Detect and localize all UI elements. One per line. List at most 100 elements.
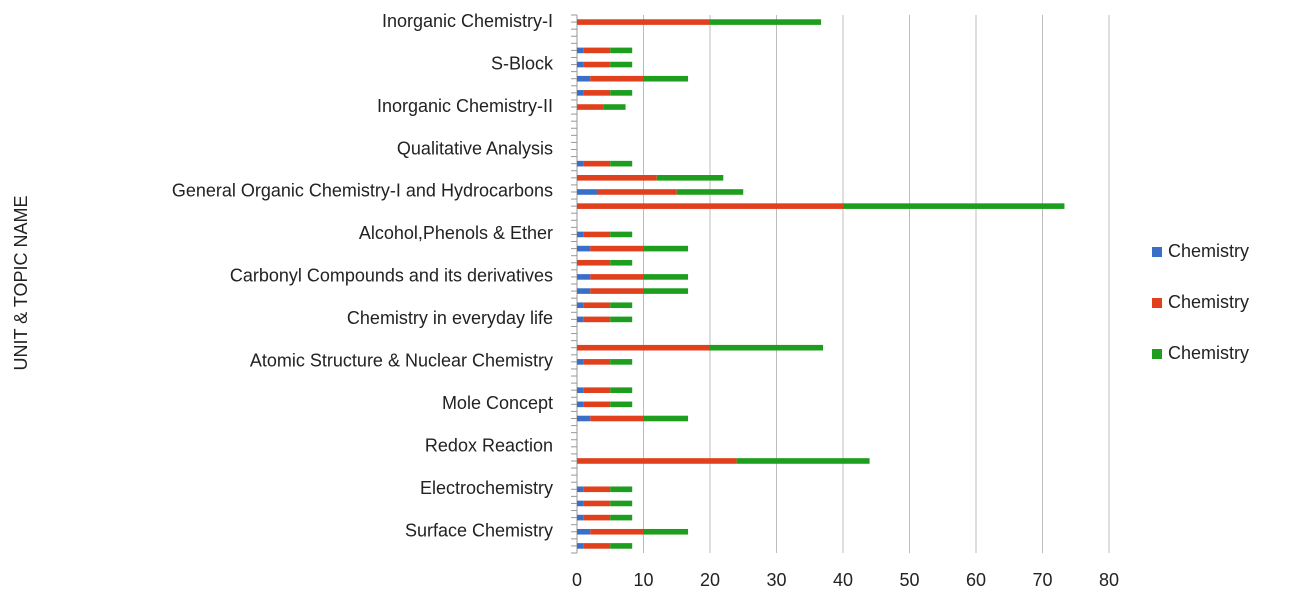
- bar-segment: [577, 316, 584, 323]
- x-tick-label: 40: [833, 570, 853, 590]
- bar-segment: [577, 401, 584, 408]
- bar-segment: [643, 75, 689, 82]
- y-tick-label: S-Block: [491, 53, 554, 73]
- bar-segment: [577, 288, 591, 294]
- y-tick-label: Atomic Structure & Nuclear Chemistry: [250, 351, 553, 371]
- bar-segment: [583, 514, 611, 521]
- bar-segment: [676, 189, 744, 195]
- bar-segment: [610, 359, 633, 365]
- bar-segment: [590, 528, 644, 535]
- bar-segment: [656, 175, 724, 181]
- bar-segment: [843, 203, 1065, 209]
- bar-segment: [577, 160, 584, 167]
- bar-segment: [610, 387, 633, 393]
- x-tick-label: 70: [1032, 570, 1052, 590]
- bar-segment: [577, 387, 584, 393]
- bar-segment: [710, 19, 822, 25]
- y-tick-label: Alcohol,Phenols & Ether: [359, 223, 553, 243]
- bar-segment: [583, 500, 611, 507]
- bar-segment: [583, 387, 611, 393]
- bar-segment: [577, 543, 584, 549]
- y-tick-label: Carbonyl Compounds and its derivatives: [230, 266, 553, 286]
- bar-segment: [590, 415, 644, 422]
- y-tick-label: Electrochemistry: [420, 478, 553, 498]
- bar-segment: [577, 175, 657, 181]
- x-tick-label: 60: [966, 570, 986, 590]
- y-tick-label: Redox Reaction: [425, 436, 553, 456]
- bar-segment: [577, 344, 710, 351]
- bar-segment: [577, 415, 591, 422]
- legend-label: Chemistry: [1168, 241, 1249, 261]
- bar-segment: [610, 316, 633, 323]
- bar-segment: [610, 302, 633, 309]
- y-axis-title: UNIT & TOPIC NAME: [11, 195, 31, 370]
- bar-segment: [610, 486, 633, 493]
- bar-segment: [590, 245, 644, 252]
- bar-segment: [590, 274, 644, 280]
- bar-segment: [643, 415, 689, 422]
- y-tick-label: Inorganic Chemistry-II: [377, 96, 553, 116]
- bar-segment: [577, 259, 611, 266]
- bar-segment: [577, 75, 591, 82]
- bar-segment: [610, 500, 633, 507]
- bar-segment: [596, 189, 677, 195]
- x-tick-label: 80: [1099, 570, 1119, 590]
- legend-label: Chemistry: [1168, 292, 1249, 312]
- bar-segment: [643, 274, 689, 280]
- y-tick-label: General Organic Chemistry-I and Hydrocar…: [172, 181, 553, 201]
- bar-segment: [610, 401, 633, 408]
- x-tick-label: 30: [766, 570, 786, 590]
- bar-segment: [577, 514, 584, 521]
- bar-segment: [583, 486, 611, 493]
- bar-segment: [577, 245, 591, 252]
- bar-segment: [643, 288, 689, 294]
- x-tick-label: 0: [572, 570, 582, 590]
- y-tick-label: Chemistry in everyday life: [347, 308, 553, 328]
- bar-segment: [590, 75, 644, 82]
- x-tick-label: 10: [633, 570, 653, 590]
- bar-segment: [577, 302, 584, 309]
- bar-segment: [583, 401, 611, 408]
- bar-segment: [577, 500, 584, 507]
- bar-segment: [710, 344, 824, 351]
- bar-segment: [577, 90, 584, 96]
- bar-segment: [583, 47, 611, 54]
- legend-swatch: [1152, 349, 1162, 359]
- bar-segment: [577, 359, 584, 365]
- bar-segment: [577, 104, 604, 110]
- bar-segment: [577, 274, 591, 280]
- bar-segment: [603, 104, 626, 110]
- bar-segment: [736, 458, 870, 464]
- bar-segment: [583, 61, 611, 68]
- bar-segment: [610, 61, 633, 68]
- y-tick-label: Qualitative Analysis: [397, 138, 553, 158]
- x-tick-label: 50: [899, 570, 919, 590]
- bar-segment: [577, 61, 584, 68]
- bar-segment: [610, 259, 633, 266]
- bar-segment: [577, 47, 584, 54]
- bar-segment: [610, 160, 633, 167]
- bar-segment: [583, 90, 611, 96]
- y-tick-label: Surface Chemistry: [405, 521, 553, 541]
- bar-segment: [610, 47, 633, 54]
- bar-segment: [583, 160, 611, 167]
- bar-segment: [577, 203, 843, 209]
- bar-segment: [610, 543, 633, 549]
- bar-segment: [583, 359, 611, 365]
- bar-segment: [643, 245, 689, 252]
- legend-swatch: [1152, 298, 1162, 308]
- bar-segment: [610, 514, 633, 521]
- bar-segment: [577, 528, 591, 535]
- y-tick-label: Mole Concept: [442, 393, 553, 413]
- bar-segment: [610, 231, 633, 238]
- bar-segment: [643, 528, 689, 535]
- y-tick-label: Inorganic Chemistry-I: [382, 11, 553, 31]
- bar-segment: [577, 19, 710, 25]
- bar-segment: [590, 288, 644, 294]
- legend-swatch: [1152, 247, 1162, 257]
- bar-segment: [577, 231, 584, 238]
- bar-segment: [577, 486, 584, 493]
- bar-segment: [577, 458, 737, 464]
- bar-segment: [583, 316, 611, 323]
